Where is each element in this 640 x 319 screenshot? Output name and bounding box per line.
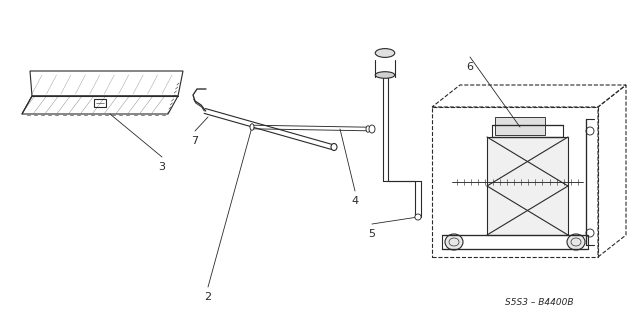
Bar	[94, 99, 106, 107]
Ellipse shape	[375, 72, 395, 78]
Ellipse shape	[567, 234, 585, 250]
Text: 2: 2	[204, 292, 212, 302]
Text: 7: 7	[191, 136, 198, 146]
Ellipse shape	[250, 124, 254, 130]
Ellipse shape	[369, 125, 375, 133]
Bar	[495, 117, 545, 135]
Ellipse shape	[366, 126, 370, 132]
Ellipse shape	[331, 144, 337, 151]
Text: 3: 3	[159, 162, 166, 172]
Text: 5: 5	[369, 229, 376, 239]
Ellipse shape	[445, 234, 463, 250]
Text: 6: 6	[467, 62, 474, 72]
Ellipse shape	[415, 214, 421, 220]
Text: S5S3 – B4400B: S5S3 – B4400B	[505, 298, 573, 307]
Ellipse shape	[375, 48, 395, 57]
Text: 4: 4	[351, 196, 358, 206]
Bar	[487, 137, 568, 235]
